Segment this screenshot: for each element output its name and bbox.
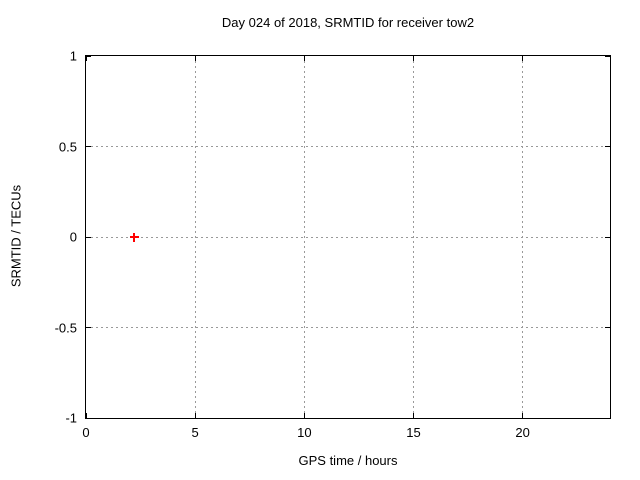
x-tick-top	[194, 56, 196, 61]
plot-area: 0 5 10 15 20 -1 -0.5 0 0.5 1	[55, 50, 611, 439]
y-tick-label: 1	[69, 48, 77, 64]
y-axis-label: SRMTID / TECUs	[8, 184, 24, 288]
y-tick-label: -1	[65, 410, 77, 426]
y-tick-left	[86, 236, 91, 238]
y-tick-right	[605, 55, 610, 57]
y-tick-label: -0.5	[54, 320, 77, 335]
x-tick-bottom	[85, 413, 87, 418]
y-tick-left	[86, 146, 91, 147]
x-tick-top	[413, 56, 414, 61]
data-point-marker	[133, 232, 135, 242]
x-tick-top	[85, 56, 87, 61]
y-tick-right	[605, 327, 610, 328]
y-tick-label: 0.5	[58, 139, 77, 154]
chart-title: Day 024 of 2018, SRMTID for receiver tow…	[221, 15, 475, 30]
x-tick-label: 15	[406, 425, 421, 440]
x-axis-label: GPS time / hours	[298, 453, 398, 468]
x-tick-label: 0	[82, 425, 90, 440]
x-tick-label: 20	[515, 425, 530, 440]
y-tick-left	[86, 327, 91, 328]
x-tick-bottom	[303, 413, 305, 418]
x-tick-bottom	[194, 413, 196, 418]
y-tick-right	[605, 417, 610, 419]
y-tick-left	[86, 417, 91, 419]
x-tick-label: 5	[191, 425, 199, 440]
gridline-horizontal	[86, 236, 610, 238]
gridline-horizontal	[86, 327, 610, 328]
x-tick-top	[303, 56, 305, 61]
x-tick-label: 10	[297, 425, 312, 440]
gridline-horizontal	[86, 146, 610, 147]
y-tick-right	[605, 146, 610, 147]
y-tick-right	[605, 236, 610, 238]
y-tick-label: 0	[69, 229, 77, 245]
y-tick-left	[86, 55, 91, 57]
x-tick-bottom	[413, 413, 414, 418]
x-tick-bottom	[522, 413, 524, 418]
x-tick-top	[522, 56, 524, 61]
